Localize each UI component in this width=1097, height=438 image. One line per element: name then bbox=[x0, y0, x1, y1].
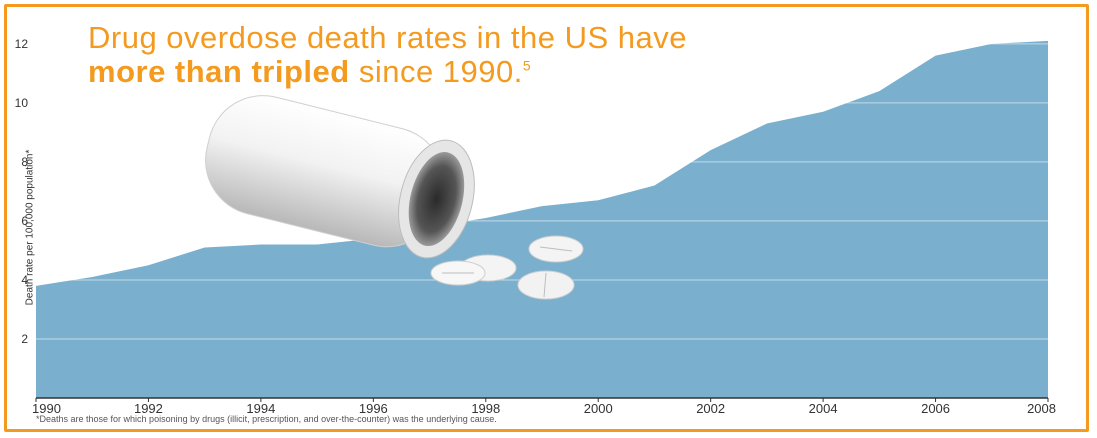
pill-1 bbox=[528, 235, 584, 263]
x-tick-label-2006: 2006 bbox=[921, 401, 950, 416]
title-rest: since 1990. bbox=[349, 54, 523, 89]
x-tick-label-2002: 2002 bbox=[696, 401, 725, 416]
chart-border bbox=[4, 4, 1089, 432]
y-tick-label-2: 2 bbox=[21, 332, 28, 346]
area-layer bbox=[36, 40, 1048, 399]
y-tick-label-4: 4 bbox=[21, 273, 28, 287]
y-tick-label-8: 8 bbox=[21, 155, 28, 169]
footnote: *Deaths are those for which poisoning by… bbox=[36, 414, 497, 424]
x-tick-label-1994: 1994 bbox=[246, 401, 275, 416]
chart-title-line-2: more than tripled since 1990.5 bbox=[88, 54, 531, 90]
x-tick-label-1996: 1996 bbox=[359, 401, 388, 416]
y-axis-label: Death rate per 100,000 population* bbox=[24, 149, 36, 306]
axis-layer: 2 4 6 8 10 12 1990 1992 1994 1996 1998 2000 2002 2004… bbox=[15, 37, 1056, 416]
x-tick-label-2000: 2000 bbox=[584, 401, 613, 416]
y-tick-label-6: 6 bbox=[21, 214, 28, 228]
y-tick-label-10: 10 bbox=[15, 96, 29, 110]
pill-bottle-illustration bbox=[205, 95, 584, 300]
grid-layer bbox=[36, 43, 1048, 340]
pill-4 bbox=[517, 270, 575, 300]
x-tick-label-1990: 1990 bbox=[32, 401, 61, 416]
chart-title-line-1: Drug overdose death rates in the US have bbox=[88, 20, 688, 55]
x-tick-label-1998: 1998 bbox=[471, 401, 500, 416]
title-footnote-ref: 5 bbox=[522, 57, 532, 74]
x-tick-label-2004: 2004 bbox=[809, 401, 838, 416]
x-tick-label-1992: 1992 bbox=[134, 401, 163, 416]
title-emphasis: more than tripled bbox=[88, 54, 350, 89]
x-tick-label-2008: 2008 bbox=[1027, 401, 1056, 416]
y-tick-label-12: 12 bbox=[15, 37, 29, 51]
area-series bbox=[36, 40, 1048, 399]
pill-3 bbox=[430, 260, 486, 286]
